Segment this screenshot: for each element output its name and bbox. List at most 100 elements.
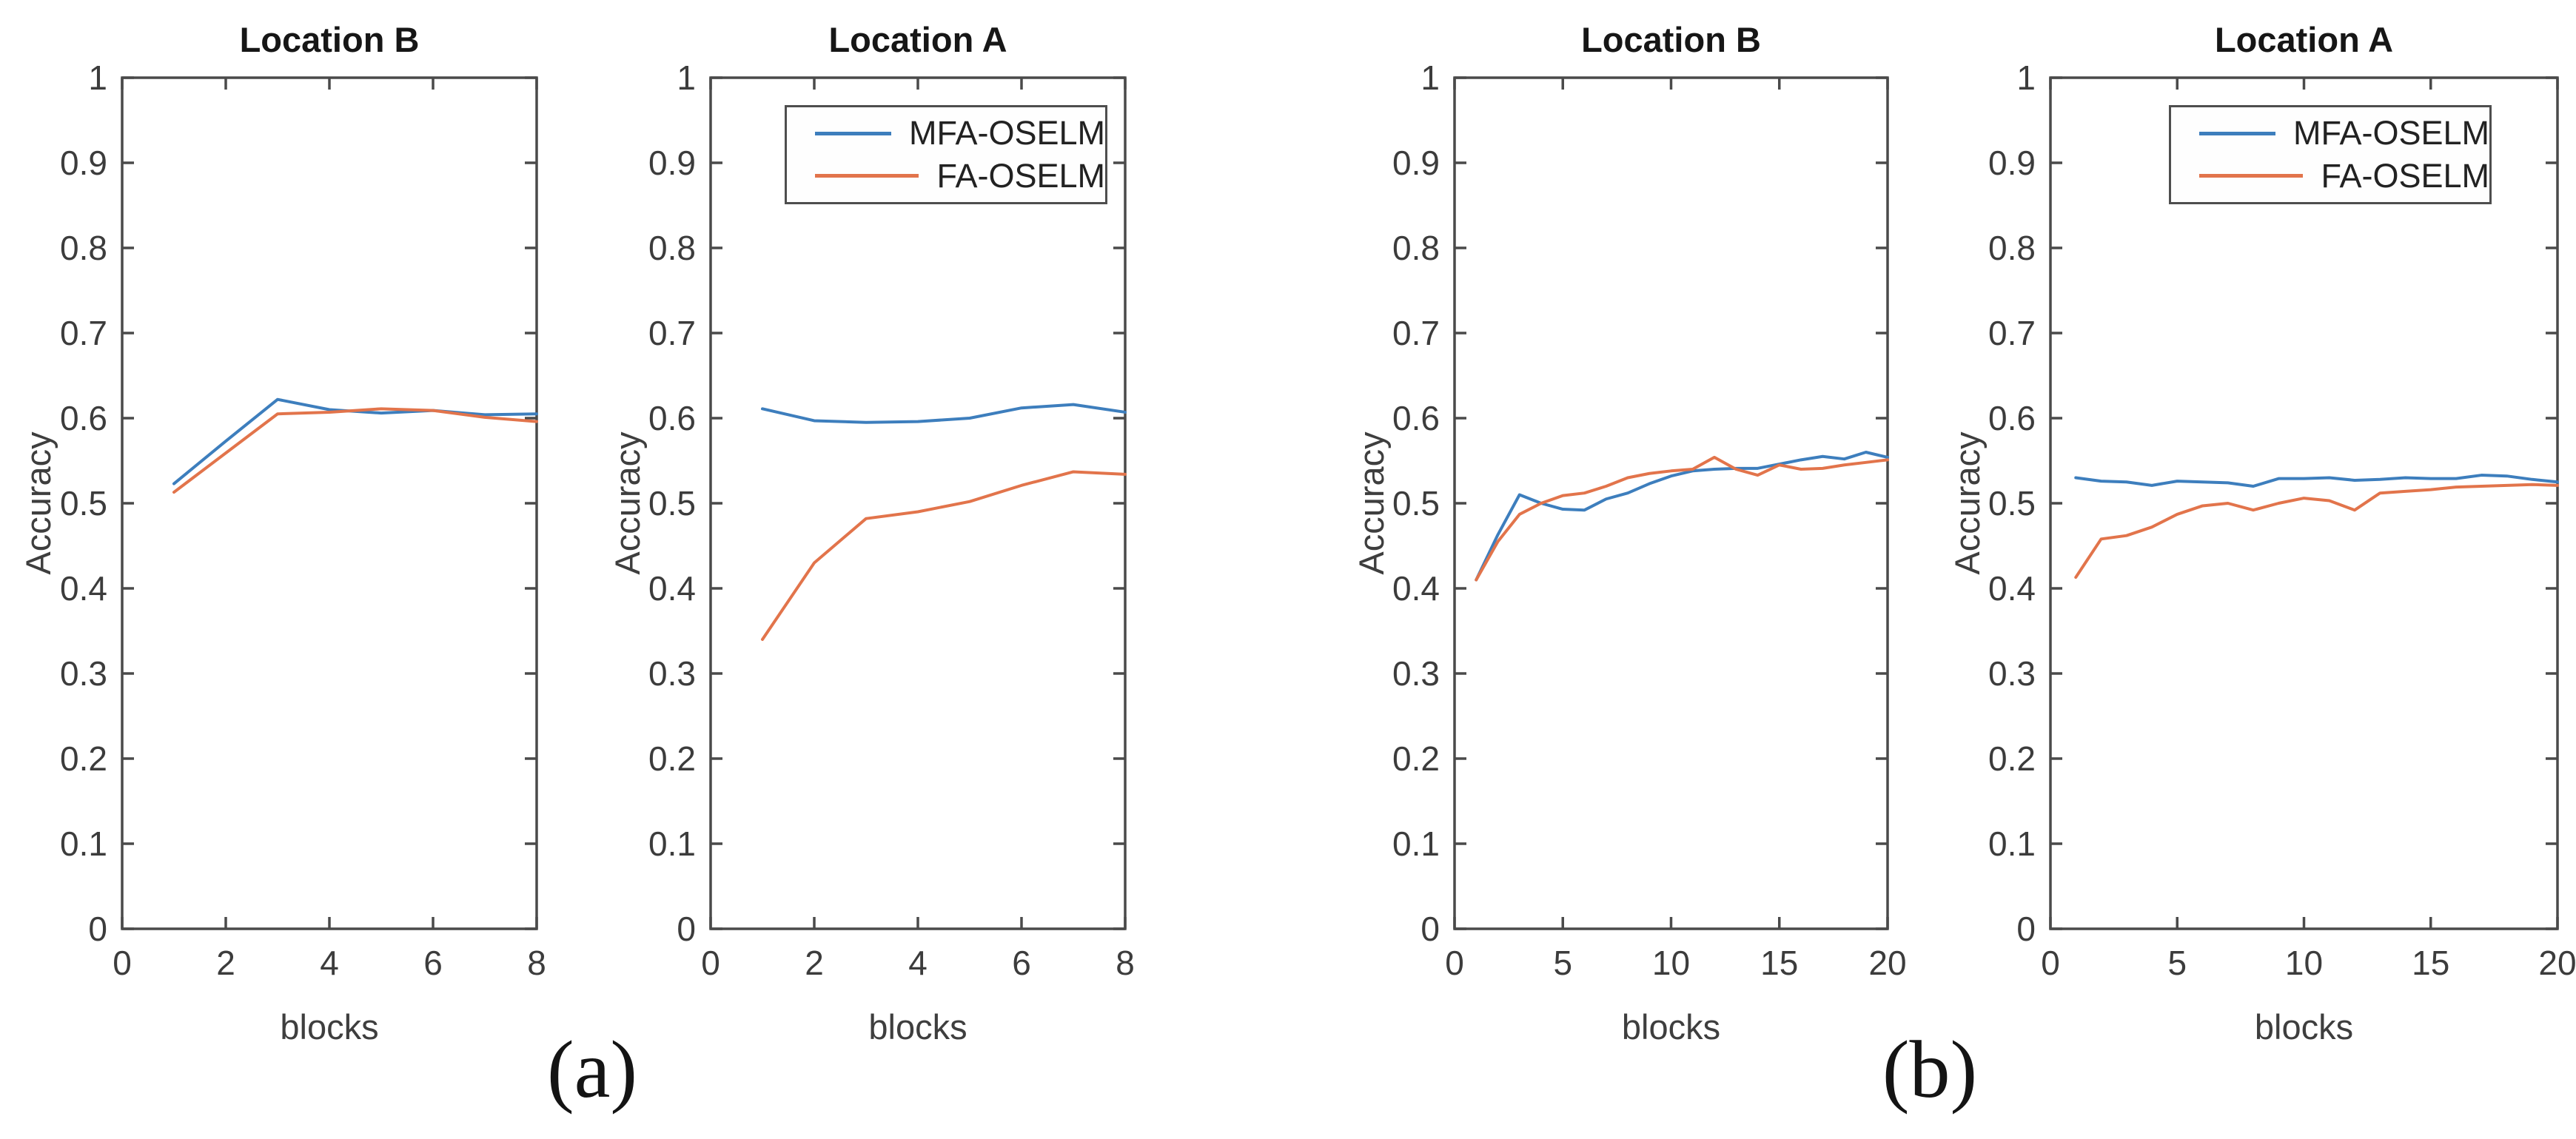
y-tick-label: 0.2 (60, 739, 107, 778)
x-tick-label: 8 (527, 944, 546, 982)
mfa-oselm-line-swatch (2199, 131, 2275, 135)
x-tick-label: 20 (1868, 944, 1906, 982)
legend-entry-mfa-oselm: MFA-OSELM (787, 114, 1105, 152)
x-tick-label: 0 (701, 944, 720, 982)
x-tick-label: 4 (908, 944, 928, 982)
panel-4-plot: 0 5 10 15 20 0 0.1 0.2 0.3 0.4 0.5 0.6 0.7 0.8 0.9 1 (1988, 58, 2576, 982)
y-tick-label: 0.6 (1988, 399, 2036, 437)
y-tick-label: 0.1 (648, 824, 696, 863)
x-tick-label: 20 (2538, 944, 2576, 982)
y-tick-label: 0.9 (1392, 144, 1440, 182)
y-tick-label: 0.7 (60, 314, 107, 352)
x-tick-label: 15 (2412, 944, 2449, 982)
caption-b: (b) (1882, 1024, 1978, 1115)
x-tick-label: 0 (1445, 944, 1464, 982)
series-line-mfa-oselm (172, 397, 538, 485)
x-tick-label: 10 (1652, 944, 1690, 982)
series-line-mfa-oselm (2074, 474, 2559, 488)
y-tick-label: 0.7 (1988, 314, 2036, 352)
legend-label: MFA-OSELM (2292, 114, 2489, 152)
legend-entry-fa-oselm: FA-OSELM (787, 157, 1105, 195)
panel2-x-axis-label: blocks (868, 1007, 967, 1046)
y-tick-label: 0.5 (1988, 484, 2036, 523)
y-tick-label: 0 (677, 910, 696, 948)
y-tick-label: 0.3 (648, 654, 696, 693)
x-tick-label: 6 (1012, 944, 1031, 982)
x-tick-label: 4 (320, 944, 339, 982)
y-tick-label: 0.8 (648, 229, 696, 267)
y-tick-label: 0.9 (1988, 144, 2036, 182)
y-tick-label: 0.6 (1392, 399, 1440, 437)
x-tick-label: 2 (805, 944, 824, 982)
legend-label: FA-OSELM (2321, 156, 2489, 195)
y-tick-label: 0.1 (1988, 824, 2036, 863)
y-tick-label: 0.1 (1392, 824, 1440, 863)
y-tick-label: 0.7 (648, 314, 696, 352)
y-tick-label: 0.2 (648, 739, 696, 778)
y-tick-label: 0.2 (1988, 739, 2036, 778)
series-line-fa-oselm (172, 407, 538, 494)
caption-a: (a) (546, 1024, 638, 1115)
y-tick-label: 0.4 (1392, 569, 1440, 608)
y-tick-label: 1 (88, 58, 107, 97)
fa-oselm-line-swatch (2199, 174, 2304, 178)
legend-entry-fa-oselm: FA-OSELM (2171, 157, 2489, 195)
legend-label: FA-OSELM (936, 156, 1105, 195)
x-tick-label: 10 (2285, 944, 2323, 982)
y-tick-label: 0.4 (60, 569, 107, 608)
y-tick-label: 0.8 (1392, 229, 1440, 267)
y-tick-label: 0 (88, 910, 107, 948)
x-tick-label: 8 (1116, 944, 1135, 982)
panel1-x-axis-label: blocks (280, 1007, 379, 1046)
panel2-y-axis-label: Accuracy (608, 431, 647, 575)
y-tick-label: 0 (1421, 910, 1440, 948)
legend-label: MFA-OSELM (908, 114, 1105, 152)
x-tick-label: 15 (1760, 944, 1798, 982)
x-tick-label: 2 (216, 944, 235, 982)
series-line-mfa-oselm (761, 403, 1127, 424)
y-tick-label: 1 (1421, 58, 1440, 97)
mfa-oselm-line-swatch (815, 131, 891, 135)
y-tick-label: 0.8 (60, 229, 107, 267)
series-line-fa-oselm (1475, 455, 1889, 582)
y-tick-label: 0.2 (1392, 739, 1440, 778)
y-tick-label: 0.9 (60, 144, 107, 182)
y-tick-label: 0.4 (648, 569, 696, 608)
panel1-title: Location B (239, 20, 420, 59)
series-line-fa-oselm (2074, 483, 2559, 579)
y-tick-label: 0.6 (648, 399, 696, 437)
x-tick-label: 0 (2041, 944, 2060, 982)
y-tick-label: 0.5 (1392, 484, 1440, 523)
y-tick-label: 0.3 (60, 654, 107, 693)
panel2-legend: MFA-OSELM FA-OSELM (785, 105, 1107, 204)
panel4-title: Location A (2214, 20, 2394, 59)
y-tick-label: 0.3 (1392, 654, 1440, 693)
y-tick-label: 0.3 (1988, 654, 2036, 693)
y-tick-label: 0.5 (648, 484, 696, 523)
panel2-title: Location A (828, 20, 1007, 59)
panel1-y-axis-label: Accuracy (19, 431, 58, 575)
y-tick-label: 0.5 (60, 484, 107, 523)
panel4-legend: MFA-OSELM FA-OSELM (2169, 105, 2492, 204)
panel-1-plot: 0 2 4 6 8 0 0.1 0.2 0.3 0.4 0.5 0.6 0.7 0.8 0.9 1 (60, 58, 546, 982)
panel-2-plot: 0 2 4 6 8 0 0.1 0.2 0.3 0.4 0.5 0.6 0.7 0.8 0.9 1 (648, 58, 1135, 982)
panel3-title: Location B (1581, 20, 1761, 59)
x-tick-label: 6 (423, 944, 443, 982)
y-tick-label: 0 (2016, 910, 2036, 948)
x-tick-label: 5 (2167, 944, 2187, 982)
y-tick-label: 1 (2016, 58, 2036, 97)
y-tick-label: 0.1 (60, 824, 107, 863)
panel4-y-axis-label: Accuracy (1948, 431, 1987, 575)
x-tick-label: 5 (1553, 944, 1572, 982)
panel-3-plot: 0 5 10 15 20 0 0.1 0.2 0.3 0.4 0.5 0.6 0.7 0.8 0.9 1 (1392, 58, 1907, 982)
panel4-x-axis-label: blocks (2254, 1007, 2354, 1046)
panel3-y-axis-label: Accuracy (1352, 431, 1391, 575)
y-tick-label: 1 (677, 58, 696, 97)
legend-entry-mfa-oselm: MFA-OSELM (2171, 114, 2489, 152)
series-line-mfa-oselm (1475, 451, 1889, 582)
y-tick-label: 0.6 (60, 399, 107, 437)
panel3-x-axis-label: blocks (1621, 1007, 1721, 1046)
y-tick-label: 0.7 (1392, 314, 1440, 352)
